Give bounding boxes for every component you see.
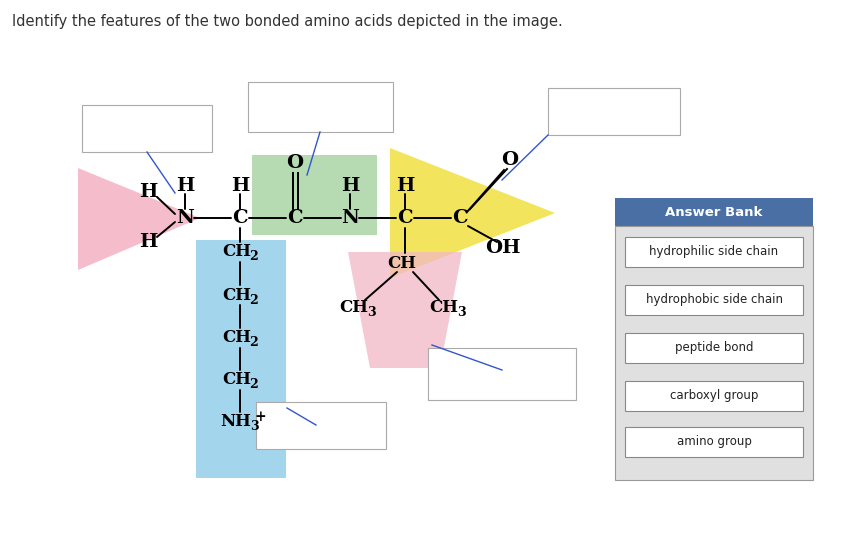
Text: H: H [139, 233, 157, 251]
Text: H: H [176, 177, 194, 195]
Bar [428, 348, 576, 400]
Text: NH: NH [220, 413, 251, 431]
Bar [252, 155, 377, 235]
Text: CH: CH [223, 286, 251, 304]
Text: carboxyl group: carboxyl group [670, 389, 758, 402]
Bar [256, 402, 386, 449]
Bar [548, 88, 680, 135]
FancyBboxPatch shape [625, 427, 803, 457]
Text: OH: OH [486, 239, 521, 257]
Text: H: H [396, 177, 414, 195]
Text: 3: 3 [250, 421, 258, 434]
Text: N: N [176, 209, 194, 227]
Text: C: C [232, 209, 248, 227]
Text: +: + [254, 410, 266, 424]
Text: C: C [287, 209, 303, 227]
Bar [82, 105, 212, 152]
Text: Identify the features of the two bonded amino acids depicted in the image.: Identify the features of the two bonded … [12, 14, 563, 29]
FancyBboxPatch shape [625, 237, 803, 267]
Text: hydrophobic side chain: hydrophobic side chain [646, 294, 783, 306]
Text: hydrophilic side chain: hydrophilic side chain [649, 246, 779, 258]
FancyBboxPatch shape [625, 285, 803, 315]
Text: H: H [231, 177, 249, 195]
Text: C: C [397, 209, 413, 227]
Polygon shape [348, 252, 462, 368]
Bar [615, 198, 813, 226]
Polygon shape [78, 168, 200, 270]
Text: peptide bond: peptide bond [675, 341, 753, 354]
Text: O: O [286, 154, 303, 172]
Text: CH: CH [223, 243, 251, 261]
Text: 2: 2 [250, 378, 258, 392]
Text: H: H [341, 177, 359, 195]
Bar [615, 226, 813, 480]
Text: H: H [139, 183, 157, 201]
Text: 2: 2 [250, 251, 258, 263]
Bar [196, 240, 286, 478]
Text: C: C [453, 209, 468, 227]
Text: CH: CH [340, 300, 368, 316]
Text: 2: 2 [250, 294, 258, 306]
Text: O: O [501, 151, 518, 169]
Text: 3: 3 [457, 306, 466, 320]
Bar [248, 82, 393, 132]
Text: 2: 2 [250, 336, 258, 349]
Text: CH: CH [429, 300, 459, 316]
Text: Answer Bank: Answer Bank [665, 205, 763, 219]
FancyBboxPatch shape [625, 381, 803, 411]
Text: 3: 3 [367, 306, 375, 320]
Text: CH: CH [223, 330, 251, 347]
Text: CH: CH [223, 372, 251, 388]
Text: CH: CH [388, 254, 416, 272]
Polygon shape [390, 148, 555, 278]
Text: amino group: amino group [676, 435, 752, 449]
Text: N: N [341, 209, 359, 227]
FancyBboxPatch shape [625, 333, 803, 363]
